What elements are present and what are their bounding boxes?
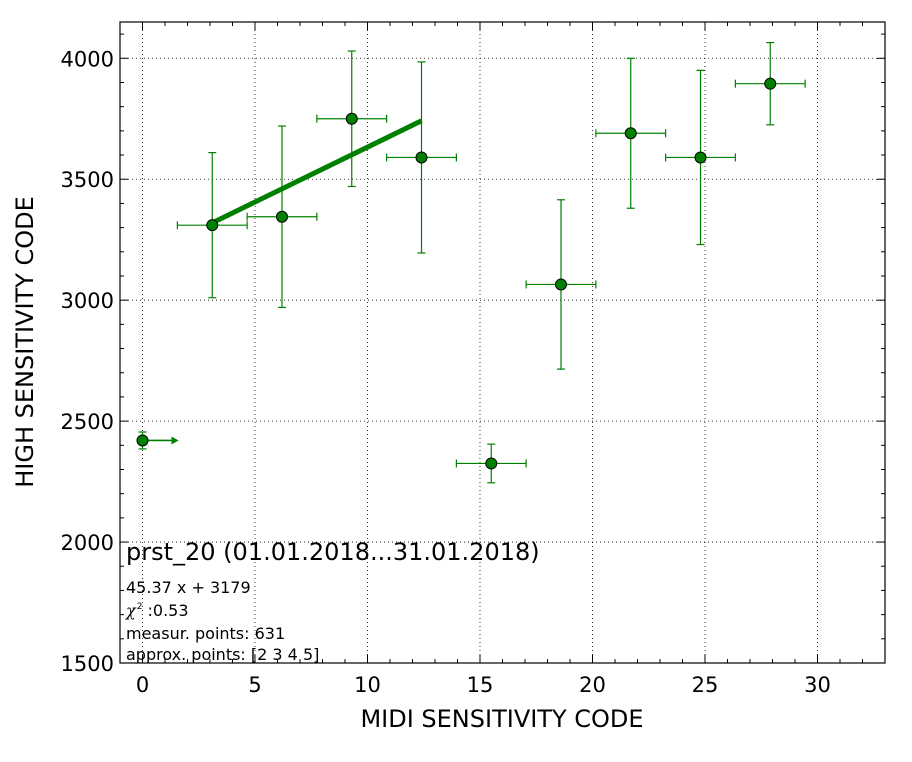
y-tick-label: 1500 [61, 652, 114, 676]
x-tick-label: 30 [804, 673, 831, 697]
limit-arrow-head [171, 436, 179, 445]
data-point [624, 127, 637, 140]
annotation-equation: 45.37 x + 3179 [126, 578, 251, 597]
annotation-title: prst_20 (01.01.2018...31.01.2018) [126, 538, 540, 566]
y-tick-label: 3000 [61, 289, 114, 313]
grid [120, 22, 885, 664]
data-point [555, 278, 567, 291]
x-tick-label: 25 [692, 673, 719, 697]
y-tick-label: 4000 [61, 47, 114, 71]
data-point [694, 151, 707, 164]
fit-line-group [211, 118, 423, 226]
chi-symbol: χ [125, 601, 137, 620]
y-tick-label: 2000 [61, 531, 114, 555]
x-tick-labels: 0 5 10 15 20 25 30 [136, 673, 831, 697]
y-tick-labels: 1500 2000 2500 3000 3500 4000 [61, 47, 114, 676]
x-axis-label: MIDI SENSITIVITY CODE [360, 705, 643, 733]
ticks [119, 22, 886, 664]
data-point [485, 457, 498, 470]
y-axis-label: HIGH SENSITIVITY CODE [11, 196, 39, 488]
data-point [415, 151, 428, 164]
annotation-chi-square: χ2 :0.53 [125, 601, 189, 620]
data-point [345, 112, 358, 125]
y-tick-label: 2500 [61, 410, 114, 434]
x-tick-label: 5 [248, 673, 261, 697]
data-point [136, 434, 149, 447]
x-tick-label: 10 [354, 673, 381, 697]
annotation-measur-points: measur. points: 631 [126, 624, 285, 643]
chi-superscript: 2 [137, 602, 143, 612]
data-point [276, 210, 288, 223]
data-point [764, 77, 777, 90]
data-points [136, 77, 777, 470]
chi-value: :0.53 [142, 601, 188, 620]
x-tick-label: 0 [136, 673, 149, 697]
fit-line [211, 118, 423, 226]
annotation-approx-points: approx. points: [2 3 4 5] [126, 645, 319, 664]
x-tick-label: 15 [467, 673, 494, 697]
x-tick-label: 20 [579, 673, 606, 697]
plot-background [120, 22, 885, 663]
data-point [206, 219, 219, 232]
y-tick-label: 3500 [61, 168, 114, 192]
